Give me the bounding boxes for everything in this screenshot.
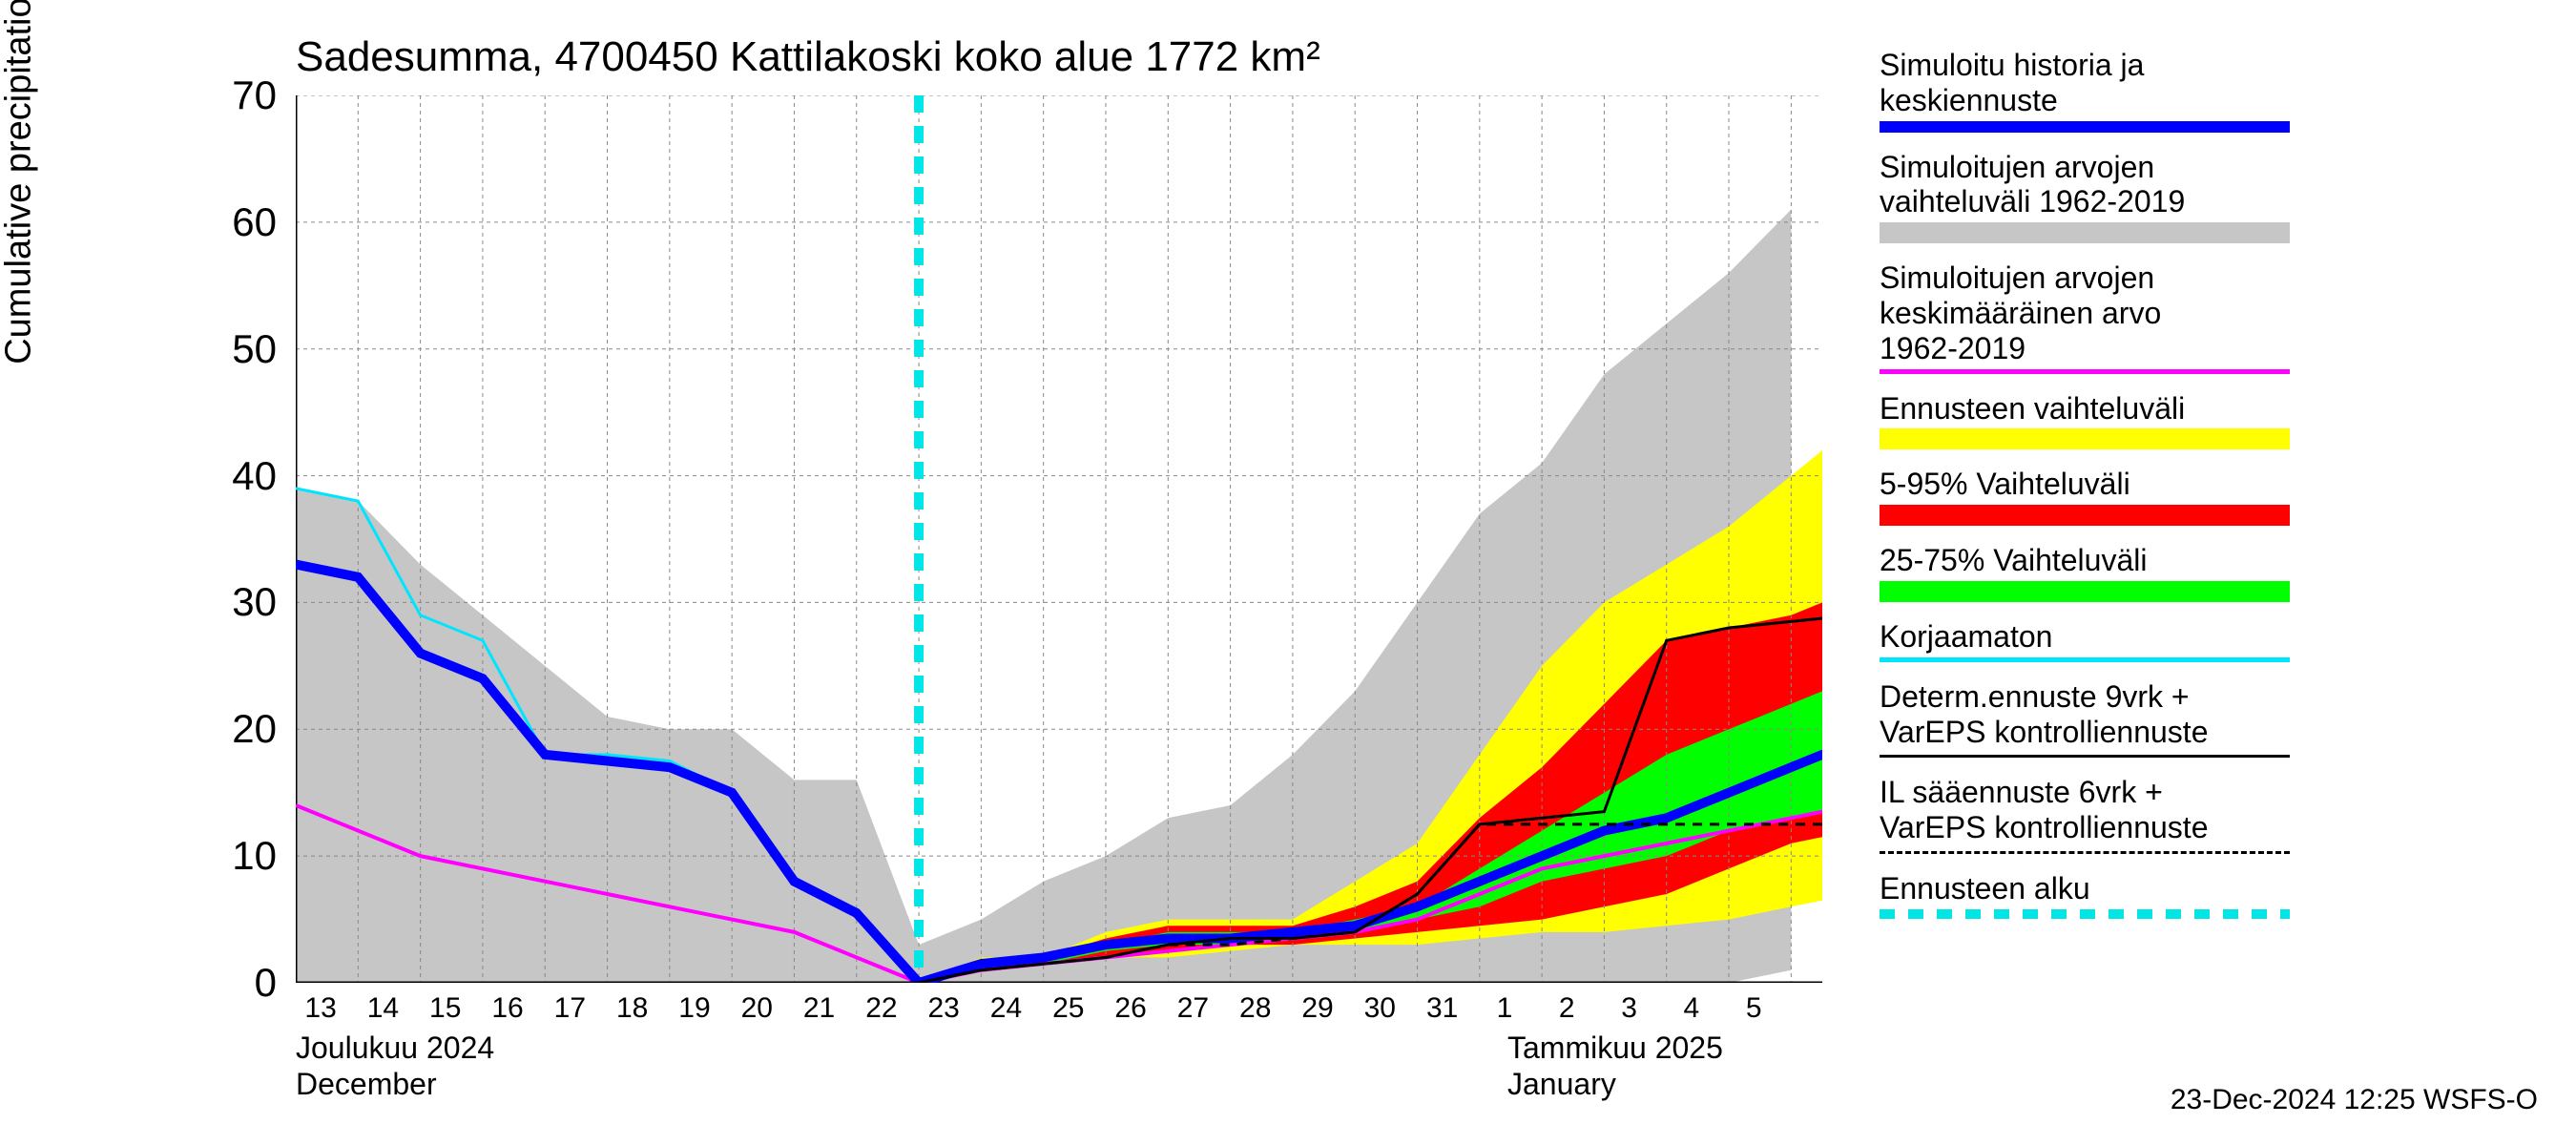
legend-label: Ennusteen alku — [1880, 871, 2538, 906]
x-tick-label: 5 — [1746, 992, 1762, 1025]
y-tick-label: 40 — [200, 453, 277, 499]
x-tick-label: 3 — [1621, 992, 1637, 1025]
legend-label: Korjaamaton — [1880, 619, 2538, 655]
legend-item: Simuloitujen arvojenkeskimääräinen arvo … — [1880, 260, 2538, 373]
legend-item: Determ.ennuste 9vrk +VarEPS kontrollienn… — [1880, 679, 2538, 759]
legend-swatch — [1880, 428, 2290, 449]
legend-item: Ennusteen vaihteluväli — [1880, 391, 2538, 450]
legend-label: Ennusteen vaihteluväli — [1880, 391, 2538, 427]
x-tick-label: 26 — [1114, 992, 1146, 1025]
legend-label: IL sääennuste 6vrk + VarEPS kontrollienn… — [1880, 775, 2538, 845]
y-tick-label: 60 — [200, 199, 277, 245]
legend-label: Determ.ennuste 9vrk +VarEPS kontrollienn… — [1880, 679, 2538, 750]
x-tick-label: 24 — [990, 992, 1022, 1025]
x-tick-label: 27 — [1177, 992, 1209, 1025]
x-tick-label: 17 — [554, 992, 586, 1025]
y-tick-label: 70 — [200, 73, 277, 118]
x-tick-label: 4 — [1684, 992, 1700, 1025]
legend-label: Simuloitujen arvojenkeskimääräinen arvo … — [1880, 260, 2538, 365]
x-tick-label: 28 — [1239, 992, 1271, 1025]
x-tick-label: 22 — [865, 992, 897, 1025]
x-tick-label: 20 — [741, 992, 773, 1025]
legend-swatch — [1880, 369, 2290, 374]
legend-swatch — [1880, 851, 2290, 854]
month-label-2-fi: Tammikuu 2025 — [1507, 1030, 1723, 1066]
month-label-1-en: December — [296, 1067, 437, 1102]
legend-label: 25-75% Vaihteluväli — [1880, 543, 2538, 578]
x-tick-label: 16 — [491, 992, 523, 1025]
x-tick-label: 14 — [367, 992, 399, 1025]
legend-label: Simuloitu historia jakeskiennuste — [1880, 48, 2538, 118]
x-tick-label: 21 — [803, 992, 835, 1025]
y-tick-label: 30 — [200, 579, 277, 625]
legend-item: 25-75% Vaihteluväli — [1880, 543, 2538, 602]
legend-swatch — [1880, 222, 2290, 243]
timestamp: 23-Dec-2024 12:25 WSFS-O — [2171, 1084, 2538, 1116]
y-tick-label: 10 — [200, 833, 277, 879]
x-tick-label: 29 — [1301, 992, 1333, 1025]
y-tick-label: 0 — [200, 960, 277, 1006]
month-label-2-en: January — [1507, 1067, 1616, 1102]
legend-item: Korjaamaton — [1880, 619, 2538, 662]
legend-label: Simuloitujen arvojenvaihteluväli 1962-20… — [1880, 150, 2538, 220]
legend-swatch — [1880, 755, 2290, 758]
legend-item: Ennusteen alku — [1880, 871, 2538, 919]
x-tick-label: 2 — [1559, 992, 1575, 1025]
legend: Simuloitu historia jakeskiennuste Simuloi… — [1860, 0, 2576, 1145]
x-tick-label: 15 — [429, 992, 461, 1025]
x-tick-label: 31 — [1426, 992, 1458, 1025]
x-tick-label: 23 — [927, 992, 959, 1025]
y-tick-label: 50 — [200, 326, 277, 372]
legend-swatch — [1880, 581, 2290, 602]
y-tick-label: 20 — [200, 706, 277, 752]
chart-container: Cumulative precipitation mm Sadesumma, 4… — [0, 0, 2576, 1145]
x-tick-label: 25 — [1052, 992, 1084, 1025]
month-label-1-fi: Joulukuu 2024 — [296, 1030, 494, 1066]
y-axis-label: Cumulative precipitation mm — [0, 0, 40, 364]
legend-swatch — [1880, 909, 2290, 919]
x-tick-label: 1 — [1497, 992, 1513, 1025]
legend-swatch — [1880, 121, 2290, 133]
legend-item: IL sääennuste 6vrk + VarEPS kontrollienn… — [1880, 775, 2538, 854]
plot-area — [296, 95, 1822, 983]
legend-swatch — [1880, 505, 2290, 526]
x-tick-label: 13 — [304, 992, 336, 1025]
legend-item: 5-95% Vaihteluväli — [1880, 467, 2538, 526]
legend-swatch — [1880, 657, 2290, 662]
chart-title: Sadesumma, 4700450 Kattilakoski koko alu… — [296, 33, 1320, 81]
legend-label: 5-95% Vaihteluväli — [1880, 467, 2538, 502]
chart-svg — [296, 95, 1822, 983]
chart-area: Cumulative precipitation mm Sadesumma, 4… — [0, 0, 1860, 1145]
x-tick-label: 18 — [616, 992, 648, 1025]
x-tick-label: 19 — [678, 992, 710, 1025]
legend-item: Simuloitujen arvojenvaihteluväli 1962-20… — [1880, 150, 2538, 244]
x-tick-label: 30 — [1364, 992, 1396, 1025]
legend-item: Simuloitu historia jakeskiennuste — [1880, 48, 2538, 133]
